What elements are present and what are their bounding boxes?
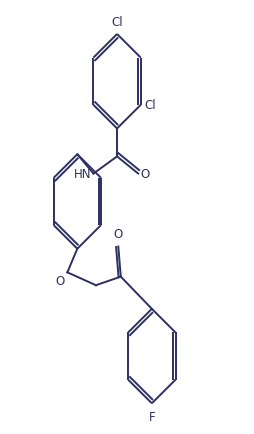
Text: HN: HN <box>74 168 91 181</box>
Text: F: F <box>149 410 155 423</box>
Text: O: O <box>114 227 123 240</box>
Text: Cl: Cl <box>145 99 156 112</box>
Text: O: O <box>141 168 150 181</box>
Text: O: O <box>56 275 65 288</box>
Text: Cl: Cl <box>111 16 123 29</box>
